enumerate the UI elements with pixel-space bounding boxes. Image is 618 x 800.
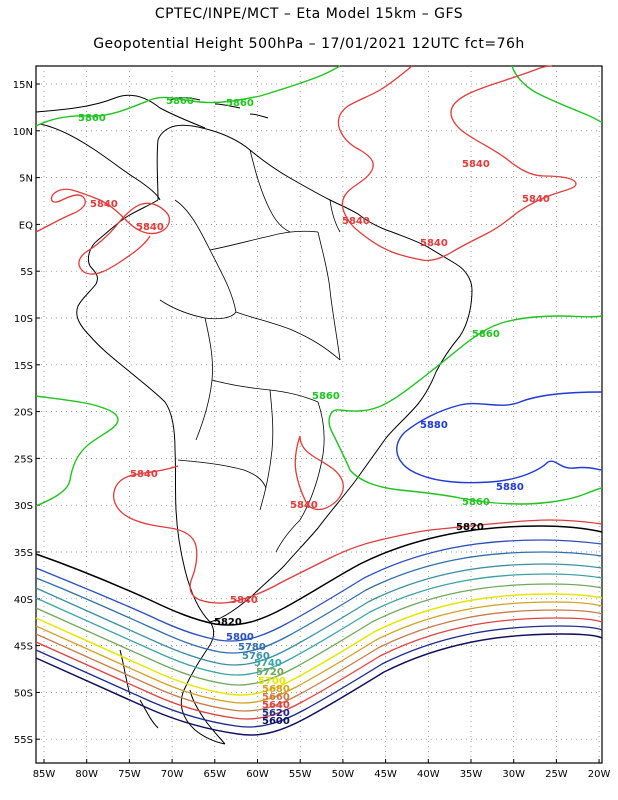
lat-label: 15N: [13, 80, 33, 91]
contour-layer: [35, 65, 603, 736]
lon-label: 75W: [118, 769, 141, 780]
contour-labels: 5860 5860 5860 5860 5860 5860 5840 5840 …: [78, 96, 550, 727]
axis-ticks: 85W 80W 75W 70W 65W 60W 55W 50W 45W 40W 35W 30W 25W 2…: [13, 80, 611, 780]
country-borders: [159, 149, 341, 553]
chart-title: CPTEC/INPE/MCT – Eta Model 15km – GFS: [154, 6, 464, 22]
label-5620: 5620: [262, 708, 290, 719]
contour-5720: [35, 583, 603, 686]
label-5860-d: 5860: [472, 329, 500, 340]
map-frame: [35, 65, 603, 764]
label-5760: 5760: [242, 651, 270, 662]
label-5840-g: 5840: [130, 469, 158, 480]
label-5860-c: 5860: [226, 98, 254, 109]
coastlines: [35, 94, 473, 745]
lon-label: 45W: [374, 769, 397, 780]
lat-label: 45S: [14, 642, 33, 653]
label-5840-f: 5840: [420, 238, 448, 249]
label-5820-a: 5820: [456, 522, 484, 533]
label-5860-e: 5860: [312, 391, 340, 402]
contour-5700: [35, 593, 603, 696]
lon-label: 35W: [460, 769, 483, 780]
label-5600: 5600: [262, 716, 290, 727]
label-5840-b: 5840: [136, 222, 164, 233]
lat-label: 10N: [13, 127, 33, 138]
lat-label: 25S: [14, 454, 33, 465]
label-5840-i: 5840: [230, 595, 258, 606]
contour-5860-north: [35, 65, 341, 127]
label-5840-e: 5840: [342, 216, 370, 227]
lon-label: 20W: [588, 769, 611, 780]
contour-5880-east: [396, 391, 603, 484]
lon-label: 70W: [161, 769, 184, 780]
contour-5860-northeast: [511, 65, 603, 123]
contour-5800: [35, 539, 603, 642]
lat-label: EQ: [19, 220, 33, 231]
contour-5780: [35, 551, 603, 654]
contour-5640: [35, 617, 603, 720]
label-5840-c: 5840: [462, 159, 490, 170]
lon-label: 85W: [33, 769, 56, 780]
contour-5840-north: [35, 188, 171, 275]
lat-label: 40S: [14, 595, 33, 606]
contour-5820: [35, 525, 603, 626]
label-5880-b: 5880: [496, 482, 524, 493]
contour-5600: [35, 633, 603, 736]
lon-label: 30W: [502, 769, 525, 780]
lat-label: 5S: [20, 267, 33, 278]
label-5860-a: 5860: [78, 113, 106, 124]
contour-5860-west: [35, 395, 119, 507]
label-5720: 5720: [256, 667, 284, 678]
contour-5680: [35, 601, 603, 704]
contour-5840-east: [294, 435, 344, 511]
lat-label: 20S: [14, 408, 33, 419]
cuba-islands: [169, 97, 269, 119]
lat-label: 55S: [14, 735, 33, 746]
southern-islands: [119, 649, 159, 729]
lat-label: 5N: [19, 174, 33, 185]
label-5840-d: 5840: [522, 194, 550, 205]
contour-5840-northeast: [337, 65, 577, 262]
contour-5760: [35, 563, 603, 666]
label-5800: 5800: [226, 632, 254, 643]
label-5840-a: 5840: [90, 199, 118, 210]
lat-label: 30S: [14, 501, 33, 512]
contour-5740: [35, 573, 603, 676]
contour-5660: [35, 609, 603, 712]
label-5880-a: 5880: [420, 420, 448, 431]
lat-label: 10S: [14, 314, 33, 325]
lon-label: 65W: [203, 769, 226, 780]
lon-label: 60W: [246, 769, 269, 780]
contour-5860-south: [328, 315, 603, 505]
lat-label: 15S: [14, 361, 33, 372]
contour-5840-central: [112, 465, 603, 604]
chart-subtitle: Geopotential Height 500hPa – 17/01/2021 …: [93, 36, 525, 52]
label-5660: 5660: [262, 692, 290, 703]
lon-label: 25W: [545, 769, 568, 780]
lat-label: 35S: [14, 548, 33, 559]
label-5680: 5680: [262, 684, 290, 695]
label-5780: 5780: [238, 642, 266, 653]
lon-label: 80W: [75, 769, 98, 780]
label-5740: 5740: [254, 658, 282, 669]
contour-5620: [35, 625, 603, 728]
central-america-coast: [35, 94, 206, 201]
label-5840-h: 5840: [290, 500, 318, 511]
label-5860-f: 5860: [462, 497, 490, 508]
graticule: [36, 66, 602, 763]
lon-label: 55W: [289, 769, 312, 780]
label-5820-b: 5820: [214, 617, 242, 628]
label-5700: 5700: [258, 676, 286, 687]
label-5860-b: 5860: [166, 96, 194, 107]
lon-label: 50W: [332, 769, 355, 780]
lon-label: 40W: [417, 769, 440, 780]
label-5640: 5640: [262, 700, 290, 711]
lat-label: 50S: [14, 688, 33, 699]
